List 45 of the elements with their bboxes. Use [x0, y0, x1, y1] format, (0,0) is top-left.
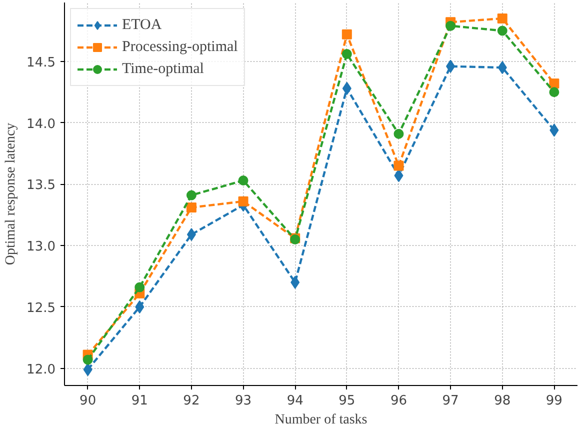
point	[82, 354, 93, 365]
point	[498, 61, 507, 74]
point	[394, 169, 404, 182]
point	[342, 29, 352, 40]
point	[135, 300, 144, 314]
legend-label: ETOA	[122, 16, 162, 34]
y-tick-label: 14.0	[26, 116, 56, 132]
x-tick-label: 98	[494, 394, 511, 408]
y-tick-label: 13.0	[26, 240, 56, 255]
point	[238, 176, 248, 186]
x-tick-label: 95	[338, 394, 356, 408]
x-tick-label: 92	[183, 394, 200, 408]
point	[186, 190, 196, 200]
x-tick-label: 90	[80, 394, 96, 408]
legend-label: Processing-optimal	[122, 38, 238, 56]
point	[238, 196, 248, 206]
y-tick-label: 14.5	[26, 55, 56, 70]
point	[394, 128, 404, 139]
y-axis-title: Optimal response latency	[4, 122, 19, 266]
point	[446, 20, 456, 31]
x-tick-label: 91	[131, 394, 148, 408]
x-tick-label: 99	[546, 394, 562, 408]
point	[83, 363, 92, 376]
point	[497, 26, 508, 36]
point	[497, 13, 508, 24]
y-tick-label: 12.5	[26, 300, 56, 316]
x-tick-label: 93	[235, 394, 252, 408]
y-tick-label: 13.5	[26, 178, 56, 194]
y-tick-label: 12.0	[26, 362, 56, 378]
point	[290, 276, 300, 289]
point	[134, 282, 145, 292]
point	[549, 78, 560, 89]
x-axis-title: Number of tasks	[274, 412, 368, 428]
point	[550, 124, 559, 137]
point	[549, 87, 560, 98]
point	[446, 60, 456, 73]
point	[186, 228, 196, 242]
x-tick-label: 97	[442, 394, 459, 408]
point	[186, 202, 196, 213]
point	[394, 160, 404, 171]
point	[342, 49, 352, 60]
legend-label: Time-optimal	[122, 60, 204, 78]
x-tick-label: 94	[286, 394, 304, 408]
x-tick-label: 96	[390, 394, 408, 408]
point	[342, 82, 352, 95]
